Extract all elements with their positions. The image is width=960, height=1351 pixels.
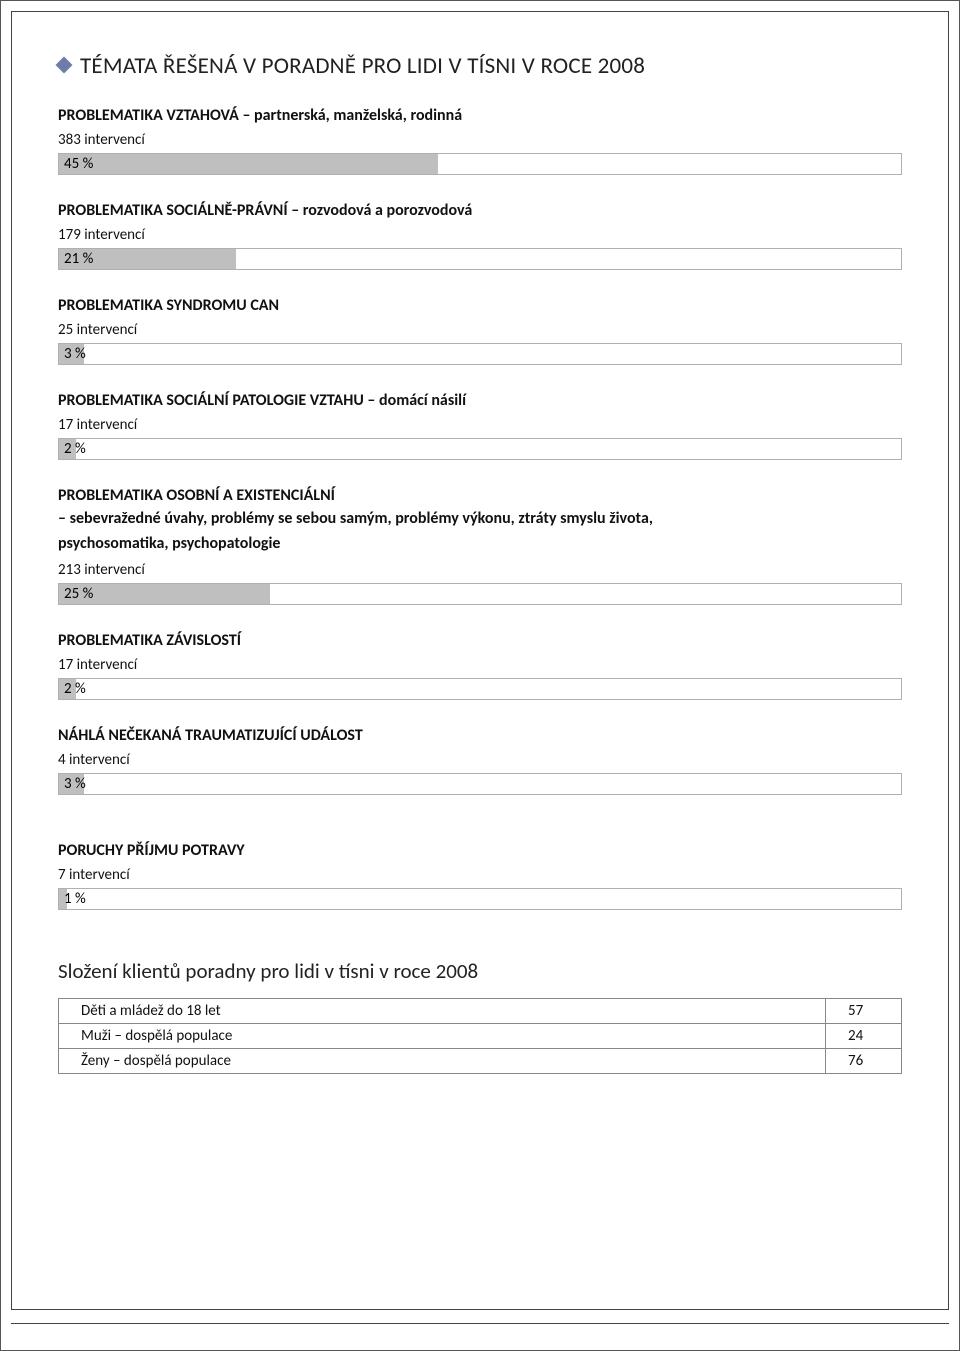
section-heading: PROBLEMATIKA SOCIÁLNÍ PATOLOGIE VZTAHU –… (58, 391, 902, 410)
footer-rule (11, 1323, 949, 1324)
row-value: 57 (826, 999, 902, 1024)
section-heading: PROBLEMATIKA SYNDROMU CAN (58, 296, 902, 315)
intervention-count: 17 intervencí (58, 416, 902, 434)
section-suffix: – partnerská, manželská, rodinná (239, 106, 462, 125)
intervention-count: 383 intervencí (58, 131, 902, 149)
section-heading: PROBLEMATIKA ZÁVISLOSTÍ (58, 631, 902, 650)
row-value: 76 (826, 1049, 902, 1074)
percent-bar: 2 % (58, 678, 902, 700)
percent-label: 2 % (64, 440, 86, 458)
table-row: Muži – dospělá populace24 (59, 1024, 902, 1049)
percent-bar: 1 % (58, 888, 902, 910)
section-desc: – sebevražedné úvahy, problémy se sebou … (58, 507, 902, 530)
sections-container: PROBLEMATIKA VZTAHOVÁ – partnerská, manž… (58, 106, 902, 910)
page-title: TÉMATA ŘEŠENÁ V PORADNĚ PRO LIDI V TÍSNI… (58, 52, 902, 80)
diamond-icon (56, 57, 73, 74)
section-heading: PROBLEMATIKA OSOBNÍ A EXISTENCIÁLNÍ (58, 486, 902, 505)
intervention-count: 179 intervencí (58, 226, 902, 244)
percent-bar-fill (59, 154, 438, 174)
section-desc: psychosomatika, psychopatologie (58, 532, 902, 555)
section-heading-text: PROBLEMATIKA ZÁVISLOSTÍ (58, 631, 241, 650)
topic-section: PROBLEMATIKA OSOBNÍ A EXISTENCIÁLNÍ – seb… (58, 486, 902, 605)
intervention-count: 213 intervencí (58, 561, 902, 579)
percent-bar: 45 % (58, 153, 902, 175)
row-label: Ženy – dospělá populace (59, 1049, 826, 1074)
section-suffix: – rozvodová a porozvodová (288, 201, 473, 220)
row-value: 24 (826, 1024, 902, 1049)
section-heading-text: PROBLEMATIKA VZTAHOVÁ (58, 106, 239, 125)
topic-section: NÁHLÁ NEČEKANÁ TRAUMATIZUJÍCÍ UDÁLOST 4 i… (58, 726, 902, 795)
percent-label: 45 % (64, 155, 93, 173)
percent-label: 2 % (64, 680, 86, 698)
page-frame: TÉMATA ŘEŠENÁ V PORADNĚ PRO LIDI V TÍSNI… (0, 0, 960, 1351)
section-heading: PORUCHY PŘÍJMU POTRAVY (58, 841, 902, 860)
percent-label: 25 % (64, 585, 93, 603)
topic-section: PROBLEMATIKA VZTAHOVÁ – partnerská, manž… (58, 106, 902, 175)
percent-label: 21 % (64, 250, 93, 268)
row-label: Muži – dospělá populace (59, 1024, 826, 1049)
section-heading: PROBLEMATIKA VZTAHOVÁ – partnerská, manž… (58, 106, 902, 125)
percent-label: 3 % (64, 775, 86, 793)
table-row: Děti a mládež do 18 let57 (59, 999, 902, 1024)
section-heading-text: PORUCHY PŘÍJMU POTRAVY (58, 841, 245, 860)
percent-bar: 25 % (58, 583, 902, 605)
page-title-text: TÉMATA ŘEŠENÁ V PORADNĚ PRO LIDI V TÍSNI… (80, 52, 645, 80)
section-heading: PROBLEMATIKA SOCIÁLNĚ-PRÁVNÍ – rozvodová… (58, 201, 902, 220)
section-heading-text: PROBLEMATIKA SOCIÁLNÍ PATOLOGIE VZTAHU (58, 391, 364, 410)
content-frame: TÉMATA ŘEŠENÁ V PORADNĚ PRO LIDI V TÍSNI… (11, 11, 949, 1310)
intervention-count: 25 intervencí (58, 321, 902, 339)
percent-bar: 3 % (58, 773, 902, 795)
section-heading-text: PROBLEMATIKA SYNDROMU CAN (58, 296, 279, 315)
topic-section: PROBLEMATIKA SOCIÁLNĚ-PRÁVNÍ – rozvodová… (58, 201, 902, 270)
percent-label: 3 % (64, 345, 86, 363)
section-heading: NÁHLÁ NEČEKANÁ TRAUMATIZUJÍCÍ UDÁLOST (58, 726, 902, 745)
topic-section: PROBLEMATIKA ZÁVISLOSTÍ 17 intervencí 2 % (58, 631, 902, 700)
intervention-count: 7 intervencí (58, 866, 902, 884)
topic-section: PORUCHY PŘÍJMU POTRAVY 7 intervencí 1 % (58, 841, 902, 910)
topic-section: PROBLEMATIKA SOCIÁLNÍ PATOLOGIE VZTAHU –… (58, 391, 902, 460)
percent-label: 1 % (64, 890, 86, 908)
section-suffix: – domácí násilí (364, 391, 466, 410)
intervention-count: 17 intervencí (58, 656, 902, 674)
section-heading-text: PROBLEMATIKA SOCIÁLNĚ-PRÁVNÍ (58, 201, 288, 220)
table-row: Ženy – dospělá populace76 (59, 1049, 902, 1074)
composition-table: Děti a mládež do 18 let57Muži – dospělá … (58, 998, 902, 1074)
intervention-count: 4 intervencí (58, 751, 902, 769)
percent-bar: 3 % (58, 343, 902, 365)
percent-bar: 2 % (58, 438, 902, 460)
percent-bar: 21 % (58, 248, 902, 270)
topic-section: PROBLEMATIKA SYNDROMU CAN 25 intervencí 3 … (58, 296, 902, 365)
row-label: Děti a mládež do 18 let (59, 999, 826, 1024)
section-heading-text: NÁHLÁ NEČEKANÁ TRAUMATIZUJÍCÍ UDÁLOST (58, 726, 363, 745)
composition-subhead: Složení klientů poradny pro lidi v tísni… (58, 958, 902, 984)
